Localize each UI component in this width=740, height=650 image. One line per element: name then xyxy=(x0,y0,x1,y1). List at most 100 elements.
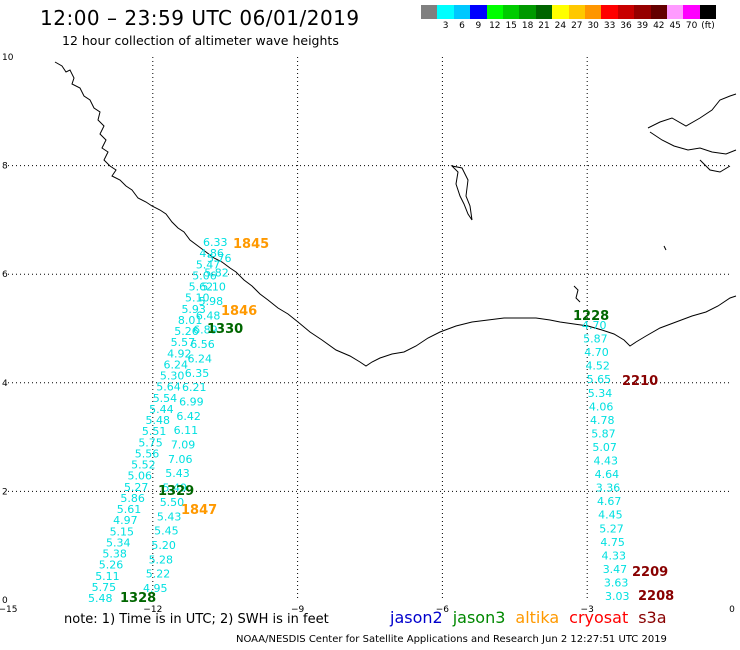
swh-value-track-1: 5.15 xyxy=(110,525,135,538)
colorbar-swatch xyxy=(552,5,569,19)
legend-jason2: jason2 xyxy=(390,608,443,627)
swh-value-track-2: 7.06 xyxy=(168,453,193,466)
y-tick-label: 8 xyxy=(2,162,8,172)
colorbar-label: 9 xyxy=(475,21,482,31)
swh-value-track-2: 5.20 xyxy=(151,539,176,552)
swh-value-track-2: 4.95 xyxy=(143,582,168,595)
legend-altika: altika xyxy=(515,608,560,627)
swh-value-track-2: 6.56 xyxy=(190,338,215,351)
swh-value-track-1: 5.61 xyxy=(117,503,142,516)
swh-value-track-1: 6.33 xyxy=(203,236,228,249)
swh-value-track-2: 5.10 xyxy=(201,281,226,294)
swh-value-track-1: 5.34 xyxy=(106,536,131,549)
swh-value-track-1: 5.93 xyxy=(181,303,206,316)
swh-value-track-2: 5.43 xyxy=(157,510,182,523)
swh-value-track-2: 6.35 xyxy=(185,367,210,380)
swh-value-track-1: 5.11 xyxy=(95,570,120,583)
x-tick-label: −3 xyxy=(581,605,594,615)
colorbar-label: 27 xyxy=(571,21,583,31)
swh-value-track-1: 5.48 xyxy=(88,592,113,605)
swh-value-track-2: 6.21 xyxy=(182,381,207,394)
swh-value-track-1: 4.86 xyxy=(199,247,224,260)
colorbar-swatch xyxy=(667,5,684,19)
pass-time-label: 1846 xyxy=(221,304,257,319)
colorbar-label: 36 xyxy=(620,21,632,31)
swh-value-track-2: 5.76 xyxy=(207,252,232,265)
swh-value-track-2: 5.43 xyxy=(165,467,190,480)
swh-value-track-2: 5.82 xyxy=(204,266,229,279)
swh-value-track-2: 6.48 xyxy=(196,309,221,322)
coastline-islands xyxy=(450,165,667,251)
swh-value-track-1: 5.54 xyxy=(153,392,178,405)
swh-value-track-3: 4.64 xyxy=(595,468,620,481)
y-tick-label: 6 xyxy=(2,270,8,280)
colorbar-swatch xyxy=(503,5,520,19)
colorbar-swatch xyxy=(486,5,503,19)
colorbar-swatch xyxy=(617,5,635,19)
colorbar-label: 45 xyxy=(669,21,681,31)
swh-value-track-2: 6.11 xyxy=(174,424,199,437)
pass-time-label: 2210 xyxy=(622,374,658,389)
colorbar-label: 39 xyxy=(636,21,649,31)
colorbar-label: 70 xyxy=(685,21,698,31)
swh-value-track-3: 3.47 xyxy=(603,563,628,576)
colorbar-swatch xyxy=(437,5,454,19)
colorbar-swatch xyxy=(683,5,700,19)
swh-value-track-3: 5.87 xyxy=(583,333,608,346)
swh-value-track-3: 4.75 xyxy=(600,536,625,549)
coastline-bioko xyxy=(573,285,581,303)
colorbar-label: 3 xyxy=(442,21,449,31)
swh-value-track-1: 5.64 xyxy=(156,381,181,394)
swh-value-track-3: 5.87 xyxy=(591,427,616,440)
colorbar-label: 18 xyxy=(521,21,534,31)
swh-value-track-1: 4.97 xyxy=(113,514,138,527)
swh-value-track-2: 6.99 xyxy=(179,395,204,408)
swh-value-track-1: 5.47 xyxy=(196,258,221,271)
pass-time-label: 1845 xyxy=(233,237,269,252)
swh-value-track-3: 4.45 xyxy=(598,509,623,522)
swh-value-track-3: 4.78 xyxy=(590,414,615,427)
swh-value-track-1: 5.30 xyxy=(160,370,185,383)
pass-time-label: 1847 xyxy=(181,503,217,518)
coastline-west-africa xyxy=(54,61,737,367)
swh-value-track-2: 6.24 xyxy=(188,352,213,365)
swh-value-track-1: 5.56 xyxy=(135,447,160,460)
legend-s3a: s3a xyxy=(638,608,667,627)
pass-time-label: 1330 xyxy=(207,322,243,337)
swh-value-track-1: 6.24 xyxy=(163,358,188,371)
swh-value-track-2: 5.45 xyxy=(154,525,179,538)
swh-value-track-3: 4.67 xyxy=(597,495,622,508)
swh-value-track-2: 5.49 xyxy=(162,482,187,495)
coastline-northeast xyxy=(647,93,737,173)
swh-value-track-1: 5.26 xyxy=(99,559,124,572)
colorbar-swatch xyxy=(601,5,618,19)
pass-time-label: 2208 xyxy=(638,589,674,604)
swh-value-track-1: 5.75 xyxy=(138,436,163,449)
legend-jason3: jason3 xyxy=(452,608,506,627)
swh-value-track-3: 4.06 xyxy=(589,400,614,413)
colorbar-label: 12 xyxy=(489,21,501,31)
y-tick-label: 0 xyxy=(2,596,8,606)
swh-value-track-1: 5.44 xyxy=(149,403,174,416)
pass-time-label: 1328 xyxy=(120,591,156,606)
swh-value-track-3: 5.34 xyxy=(588,387,613,400)
colorbar-label: 15 xyxy=(505,21,517,31)
colorbar-swatch xyxy=(585,5,602,19)
satellite-legend: jason2 jason3 altika cryosat s3a xyxy=(390,608,677,627)
swh-value-track-3: 4.33 xyxy=(602,549,627,562)
colorbar-swatch xyxy=(650,5,667,19)
swh-value-track-1: 5.38 xyxy=(102,548,127,561)
map-subtitle: 12 hour collection of altimeter wave hei… xyxy=(62,33,339,48)
map-grid xyxy=(8,57,732,600)
colorbar-label: 33 xyxy=(603,21,616,31)
swh-value-track-1: 5.51 xyxy=(142,425,167,438)
swh-value-track-1: 4.92 xyxy=(167,347,192,360)
pass-time-label: 1228 xyxy=(573,309,609,324)
colorbar-swatch xyxy=(535,5,553,19)
x-tick-label: −15 xyxy=(0,605,18,615)
swh-value-track-3: 3.36 xyxy=(596,482,621,495)
x-tick-label: −12 xyxy=(143,605,162,615)
coastline xyxy=(54,61,737,367)
y-tick-label: 10 xyxy=(2,53,14,63)
